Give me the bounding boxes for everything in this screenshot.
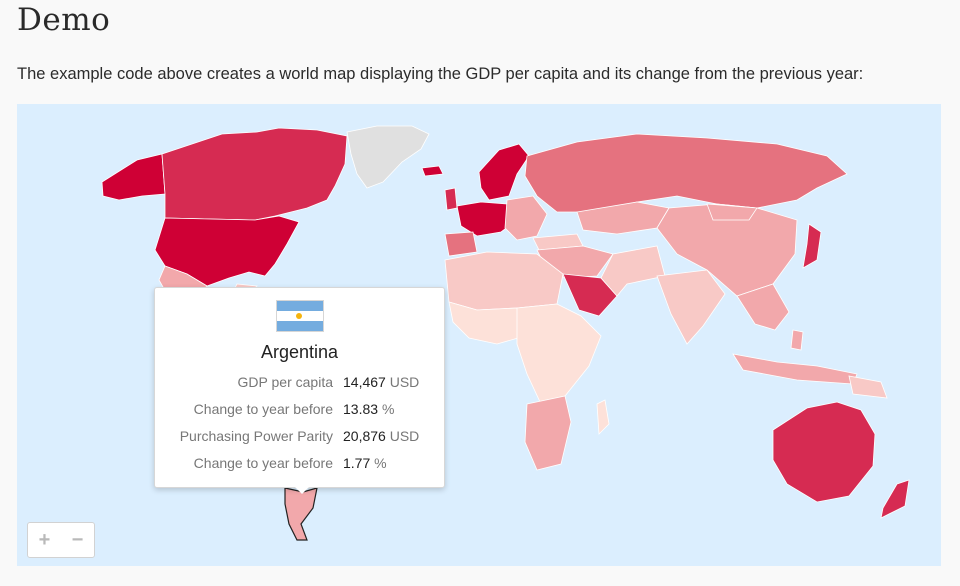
tooltip-label: GDP per capita	[237, 374, 333, 390]
country-central-africa[interactable]	[516, 303, 602, 405]
country-eastern-europe[interactable]	[504, 195, 548, 241]
zoom-control[interactable]: + −	[27, 522, 95, 558]
country-papua[interactable]	[848, 375, 888, 399]
country-southeast-asia[interactable]	[736, 283, 790, 331]
tooltip-value: 20,876	[343, 428, 386, 444]
country-new-zealand[interactable]	[880, 479, 910, 519]
country-north-africa[interactable]	[444, 251, 564, 311]
tooltip-unit: USD	[389, 374, 420, 390]
tooltip-label: Change to year before	[193, 455, 333, 471]
tooltip-unit: USD	[389, 428, 420, 444]
country-mongolia[interactable]	[706, 203, 758, 221]
country-india[interactable]	[656, 269, 726, 345]
country-saudi-arabia[interactable]	[562, 273, 618, 317]
country-iceland[interactable]	[421, 165, 444, 177]
country-japan[interactable]	[802, 223, 822, 269]
tooltip-value: 13.83	[343, 401, 379, 417]
country-scandinavia[interactable]	[478, 143, 530, 201]
country-greenland[interactable]	[346, 125, 430, 189]
country-west-africa[interactable]	[448, 301, 526, 345]
country-southern-africa[interactable]	[524, 395, 572, 471]
country-russia[interactable]	[524, 133, 848, 213]
page-title: Demo	[17, 2, 111, 38]
country-australia[interactable]	[772, 401, 876, 503]
country-alaska[interactable]	[101, 153, 166, 201]
tooltip-value: 1.77	[343, 455, 371, 471]
tooltip-row: Purchasing Power Parity 20,876 USD	[155, 428, 444, 448]
sun-icon	[296, 313, 302, 319]
intro-text: The example code above creates a world m…	[17, 65, 864, 83]
country-tooltip: Argentina GDP per capita 14,467 USD Chan…	[154, 287, 445, 494]
tooltip-row: GDP per capita 14,467 USD	[155, 374, 444, 394]
country-canada[interactable]	[161, 127, 348, 221]
country-indonesia[interactable]	[732, 353, 858, 385]
tooltip-row: Change to year before 13.83 %	[155, 401, 444, 421]
zoom-out-button[interactable]: −	[71, 528, 84, 551]
tooltip-label: Purchasing Power Parity	[179, 428, 333, 444]
country-uk[interactable]	[444, 187, 458, 211]
tooltip-row: Change to year before 1.77 %	[155, 455, 444, 475]
country-iran[interactable]	[600, 245, 666, 297]
tooltip-value: 14,467	[343, 374, 386, 390]
country-madagascar[interactable]	[596, 399, 610, 435]
tooltip-unit: %	[374, 455, 387, 471]
country-iberia[interactable]	[444, 231, 478, 257]
country-philippines[interactable]	[790, 329, 804, 351]
zoom-in-button[interactable]: +	[38, 528, 51, 551]
argentina-flag-icon	[276, 300, 324, 332]
country-argentina[interactable]	[284, 487, 318, 541]
tooltip-unit: %	[381, 401, 395, 417]
tooltip-country-name: Argentina	[260, 342, 339, 362]
tooltip-label: Change to year before	[193, 401, 333, 417]
